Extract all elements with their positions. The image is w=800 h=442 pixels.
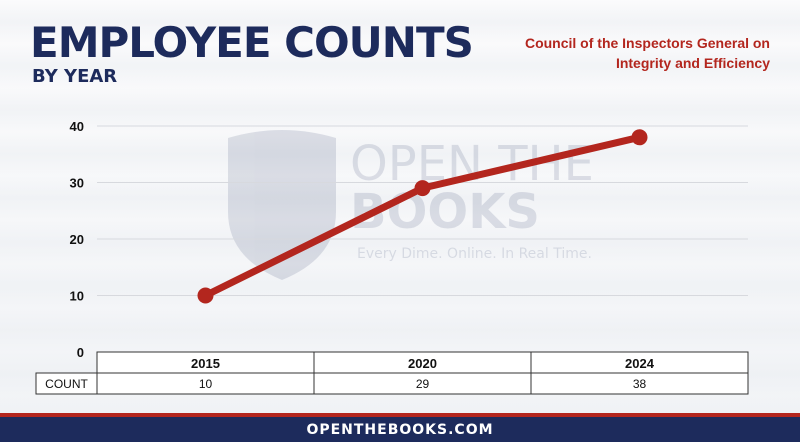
data-table: COUNT 2015 10 2020 29 2024 38 [35, 351, 749, 395]
table-cell-value: 10 [199, 377, 213, 391]
page-title: EMPLOYEE COUNTS [30, 18, 474, 67]
x-tick-label: 2020 [408, 356, 437, 371]
x-tick-label: 2015 [191, 356, 220, 371]
table-count-row [35, 372, 749, 395]
y-tick-label: 40 [70, 119, 84, 134]
y-tick-label: 10 [70, 289, 84, 304]
data-point [197, 287, 214, 304]
series [197, 129, 648, 304]
footer-site-link[interactable]: OPENTHEBOOKS.COM [306, 421, 494, 438]
page-subtitle: BY YEAR [32, 66, 118, 87]
watermark-tagline: Every Dime. Online. In Real Time. [357, 246, 592, 262]
y-tick-label: 20 [70, 232, 84, 247]
data-point [631, 129, 648, 146]
agency-name: Council of the Inspectors General on Int… [524, 35, 770, 71]
footer-bar: OPENTHEBOOKS.COM [0, 413, 800, 442]
y-axis-ticks: 0 10 20 30 40 [70, 119, 84, 360]
y-tick-label: 0 [77, 345, 84, 360]
y-tick-label: 30 [70, 176, 84, 191]
table-cell-value: 38 [633, 377, 647, 391]
data-point [414, 180, 431, 197]
table-row-label: COUNT [45, 377, 88, 391]
x-tick-label: 2024 [625, 356, 655, 371]
table-cell-value: 29 [416, 377, 430, 391]
